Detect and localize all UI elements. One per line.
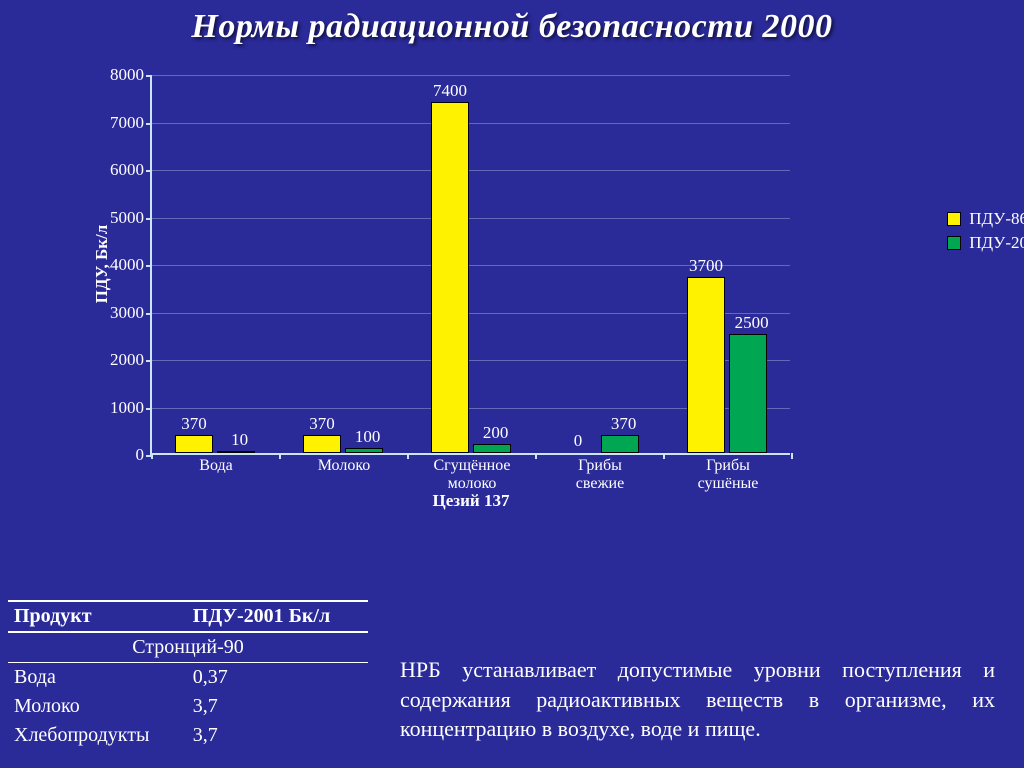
bar-value-label: 7400 — [433, 81, 467, 103]
category-label: Сгущённоемолоко — [407, 453, 537, 492]
bar: 370 — [175, 435, 213, 453]
table-cell: 3,7 — [187, 692, 368, 721]
bar-value-label: 0 — [574, 431, 583, 453]
cesium-chart: ПДУ, Бк/л Цезий 137 01000200030004000500… — [90, 60, 920, 520]
description-paragraph: НРБ устанавливает допустимые уровни пост… — [400, 655, 995, 744]
table-cell: Молоко — [8, 692, 187, 721]
ytick-label: 8000 — [110, 65, 152, 85]
table-subheader: Стронций-90 — [8, 632, 368, 663]
table-cell: Хлебопродукты — [8, 721, 187, 750]
table-col-pdu: ПДУ-2001 Бк/л — [187, 601, 368, 632]
ytick-label: 7000 — [110, 113, 152, 133]
ytick-label: 2000 — [110, 350, 152, 370]
legend-item: ПДУ-86 — [947, 209, 1024, 229]
bar-value-label: 10 — [231, 430, 248, 452]
bar: 200 — [473, 444, 511, 454]
strontium-table: Продукт ПДУ-2001 Бк/л Стронций-90 Вода0,… — [8, 600, 368, 750]
bar: 2500 — [729, 334, 767, 453]
bar-value-label: 200 — [483, 423, 509, 445]
bar-value-label: 2500 — [735, 313, 769, 335]
ytick-label: 0 — [136, 445, 153, 465]
plot-area: ПДУ, Бк/л Цезий 137 01000200030004000500… — [150, 75, 790, 455]
legend-swatch — [947, 212, 961, 226]
table-cell: 3,7 — [187, 721, 368, 750]
ytick-label: 1000 — [110, 398, 152, 418]
ytick-label: 3000 — [110, 303, 152, 323]
grid-line — [152, 123, 790, 124]
page-title: Нормы радиационной безопасности 2000 — [0, 0, 1024, 46]
bar-value-label: 370 — [181, 414, 207, 436]
table-cell: 0,37 — [187, 663, 368, 693]
ytick-label: 5000 — [110, 208, 152, 228]
legend-swatch — [947, 236, 961, 250]
category-label: Вода — [151, 453, 281, 475]
category-label: Молоко — [279, 453, 409, 475]
category-label: Грибысвежие — [535, 453, 665, 492]
bar-value-label: 100 — [355, 427, 381, 449]
bar: 370 — [303, 435, 341, 453]
table-col-product: Продукт — [8, 601, 187, 632]
bar: 3700 — [687, 277, 725, 453]
table-row: Вода0,37 — [8, 663, 368, 693]
bar: 370 — [601, 435, 639, 453]
bar-value-label: 370 — [611, 414, 637, 436]
bar-value-label: 3700 — [689, 256, 723, 278]
y-axis-title: ПДУ, Бк/л — [92, 225, 112, 304]
legend-item: ПДУ-2001 — [947, 233, 1024, 253]
legend: ПДУ-86 ПДУ-2001 — [947, 205, 1024, 257]
ytick-label: 4000 — [110, 255, 152, 275]
x-axis-title: Цезий 137 — [152, 491, 790, 511]
category-label: Грибысушёные — [663, 453, 793, 492]
grid-line — [152, 218, 790, 219]
legend-label: ПДУ-2001 — [969, 233, 1024, 253]
grid-line — [152, 75, 790, 76]
grid-line — [152, 170, 790, 171]
bar-value-label: 370 — [309, 414, 335, 436]
table-cell: Вода — [8, 663, 187, 693]
table-row: Хлебопродукты3,7 — [8, 721, 368, 750]
table-row: Молоко3,7 — [8, 692, 368, 721]
bar: 7400 — [431, 102, 469, 454]
ytick-label: 6000 — [110, 160, 152, 180]
legend-label: ПДУ-86 — [969, 209, 1024, 229]
